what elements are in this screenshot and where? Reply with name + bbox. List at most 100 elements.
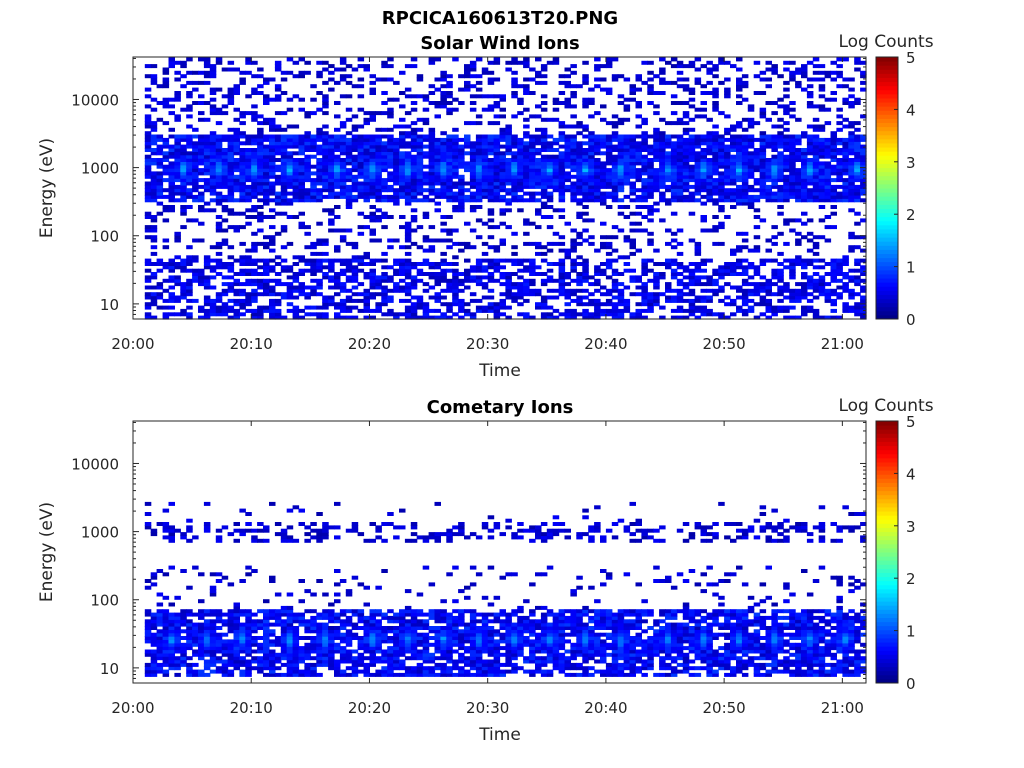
heatmap-cell <box>736 168 743 173</box>
heatmap-cell <box>446 171 453 176</box>
heatmap-cell <box>759 111 767 116</box>
heatmap-cell <box>741 308 749 313</box>
heatmap-cell <box>789 74 796 79</box>
heatmap-cell <box>345 198 353 203</box>
heatmap-cell <box>594 181 601 186</box>
heatmap-cell <box>665 288 672 293</box>
heatmap-cell <box>771 258 778 263</box>
heatmap-cell <box>600 137 607 142</box>
heatmap-cell <box>156 171 164 176</box>
heatmap-cell <box>730 164 737 169</box>
heatmap-cell <box>162 626 170 630</box>
heatmap-cell <box>588 101 595 105</box>
heatmap-cell <box>269 305 276 310</box>
heatmap-cell <box>440 181 447 186</box>
heatmap-cell <box>452 164 459 169</box>
heatmap-cell <box>605 144 613 149</box>
heatmap-cell <box>712 241 719 246</box>
heatmap-cell <box>842 158 849 162</box>
heatmap-cell <box>452 168 459 173</box>
heatmap-cell <box>257 161 264 166</box>
heatmap-cell <box>824 137 832 142</box>
heatmap-cell <box>339 164 347 169</box>
heatmap-cell <box>676 164 684 169</box>
heatmap-cell <box>209 285 217 290</box>
heatmap-cell <box>446 288 453 293</box>
heatmap-cell <box>150 171 158 176</box>
heatmap-cell <box>747 262 755 266</box>
heatmap-cell <box>546 154 554 159</box>
heatmap-cell <box>694 315 702 320</box>
heatmap-cell <box>186 672 193 677</box>
heatmap-cell <box>771 178 778 183</box>
heatmap-cell <box>257 241 264 246</box>
heatmap-cell <box>842 97 849 102</box>
heatmap-cell <box>428 154 436 159</box>
heatmap-cell <box>416 117 424 122</box>
heatmap-cell <box>452 107 459 112</box>
heatmap-cell <box>274 111 282 116</box>
heatmap-cell <box>162 669 170 674</box>
heatmap-cell <box>363 178 370 183</box>
heatmap-cell <box>162 656 170 661</box>
heatmap-cell <box>653 278 660 283</box>
heatmap-cell <box>410 137 418 142</box>
heatmap-cell <box>854 221 861 226</box>
heatmap-cell <box>682 151 690 156</box>
heatmap-cell <box>600 164 607 169</box>
heatmap-cell <box>641 158 648 162</box>
heatmap-cell <box>351 184 359 189</box>
heatmap-cell <box>239 211 246 216</box>
heatmap-cell <box>641 161 648 166</box>
heatmap-cell <box>245 268 252 273</box>
heatmap-cell <box>475 268 483 273</box>
heatmap-cell <box>824 262 832 266</box>
heatmap-cell <box>765 60 772 65</box>
heatmap-cell <box>481 134 489 139</box>
heatmap-cell <box>263 154 270 159</box>
heatmap-cell <box>842 154 849 159</box>
heatmap-cell <box>499 258 506 263</box>
heatmap-cell <box>600 77 607 82</box>
heatmap-cell <box>464 137 471 142</box>
heatmap-cell <box>339 285 347 290</box>
heatmap-cell <box>328 221 335 226</box>
heatmap-cell <box>150 188 158 193</box>
heatmap-cell <box>269 134 276 139</box>
heatmap-cell <box>263 308 270 313</box>
heatmap-cell <box>665 164 672 169</box>
heatmap-cell <box>180 211 187 216</box>
heatmap-cell <box>251 111 258 116</box>
heatmap-cell <box>570 161 577 166</box>
heatmap-cell <box>747 141 755 146</box>
heatmap-cell <box>540 127 548 132</box>
heatmap-cell <box>836 107 843 112</box>
heatmap-cell <box>209 265 217 270</box>
heatmap-cell <box>257 278 264 283</box>
heatmap-cell <box>334 174 341 179</box>
heatmap-cell <box>570 191 577 196</box>
heatmap-cell <box>292 168 300 173</box>
heatmap-cell <box>215 251 223 256</box>
heatmap-cell <box>410 198 418 203</box>
heatmap-cell <box>623 148 631 152</box>
heatmap-cell <box>469 198 477 203</box>
heatmap-cell <box>263 241 270 246</box>
heatmap-cell <box>310 265 317 270</box>
heatmap-cell <box>718 312 725 317</box>
heatmap-cell <box>730 144 737 149</box>
heatmap-cell <box>227 60 235 65</box>
heatmap-cell <box>316 312 323 317</box>
heatmap-cell <box>653 298 660 303</box>
heatmap-cell <box>741 181 749 186</box>
heatmap-cell <box>741 117 749 122</box>
heatmap-cell <box>428 137 436 142</box>
heatmap-cell <box>777 288 784 293</box>
heatmap-cell <box>363 315 370 320</box>
heatmap-cell <box>564 158 571 162</box>
heatmap-cell <box>150 298 158 303</box>
heatmap-cell <box>511 171 518 176</box>
heatmap-cell <box>375 238 382 243</box>
heatmap-cell <box>600 168 607 173</box>
heatmap-cell <box>623 117 631 122</box>
